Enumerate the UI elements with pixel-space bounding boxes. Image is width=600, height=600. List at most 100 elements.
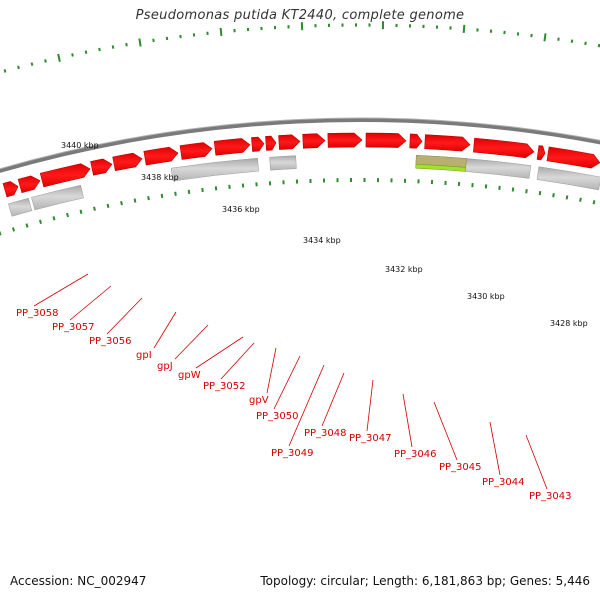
gene-arrow[interactable] [17,175,41,194]
gene-leader-line [321,372,345,427]
genome-summary-text: Topology: circular; Length: 6,181,863 bp… [260,574,590,588]
gene-leader-line [273,355,301,410]
gene-arrow[interactable] [143,146,179,166]
inner-tick-mark [187,189,191,194]
gene-label[interactable]: PP_3050 [256,411,299,422]
gene-track[interactable] [2,132,600,198]
inner-tick-mark [174,191,177,196]
gene-label[interactable]: PP_3058 [16,308,59,319]
gene-leader-line [366,379,374,432]
feature-band[interactable] [536,166,600,191]
inner-tick-mark [120,200,123,206]
feature-band[interactable] [269,155,297,171]
gene-arrow[interactable] [473,137,535,159]
gene-leader-line [106,297,143,335]
gene-leader-line [525,434,548,490]
gene-label[interactable]: PP_3057 [52,322,95,333]
inner-tick-mark [201,187,204,193]
inner-tick-mark [538,191,542,196]
feature-band[interactable] [464,158,532,179]
map-title: Pseudomonas putida KT2440, complete geno… [135,8,465,23]
gene-arrow[interactable] [112,152,143,172]
tick-mark [71,53,74,57]
gene-arrow[interactable] [536,145,546,161]
gene-label[interactable]: PP_3043 [529,491,572,502]
scale-label: 3430 kbp [467,292,505,301]
gene-arrow[interactable] [251,136,265,152]
gene-labels[interactable]: PP_3058 PP_3057 PP_3056 gpI gpJ gpWPP_3052gpV… [16,273,572,502]
scale-label: 3438 kbp [141,173,179,182]
inner-tick-mark [147,196,150,201]
tick-mark [543,33,547,42]
tick-mark [597,43,600,48]
gene-label[interactable]: PP_3045 [439,462,482,473]
tick-mark [584,41,587,46]
gene-leader-line [195,336,244,369]
tick-mark [57,53,61,62]
tick-mark [3,69,7,73]
gene-label[interactable]: gpV [249,395,269,406]
gene-label[interactable]: PP_3056 [89,336,132,347]
tick-mark [98,47,101,52]
gene-arrow[interactable] [546,146,600,169]
gene-arrow[interactable] [213,138,251,156]
gene-leader-line [33,273,89,307]
gene-label[interactable]: PP_3052 [203,381,246,392]
feature-band[interactable] [31,184,84,211]
gene-label[interactable]: gpI [136,350,152,361]
backbone-highlight [0,117,600,170]
genome-backbone [0,118,600,173]
accession-text: Accession: NC_002947 [10,574,147,588]
tick-mark [30,62,34,66]
tick-mark [219,27,223,37]
tick-track [0,21,600,236]
inner-tick-mark [592,200,596,205]
gene-leader-line [433,401,458,461]
gene-arrow[interactable] [327,132,363,148]
inner-tick-mark [552,193,555,198]
tick-mark [44,59,47,63]
inner-tick-mark [79,209,83,214]
gene-arrow[interactable] [365,132,407,148]
backbone-track [0,117,600,173]
gene-arrow[interactable] [278,134,301,150]
inner-tick-mark [93,206,96,211]
gene-leader-line [174,324,209,360]
gene-arrow[interactable] [302,133,326,149]
feature-band[interactable] [8,197,33,217]
gene-label[interactable]: PP_3047 [349,433,392,444]
gene-label[interactable]: PP_3049 [271,448,314,459]
scale-label: 3434 kbp [303,236,341,245]
inner-tick-mark [160,193,164,199]
gene-arrow[interactable] [424,134,471,152]
gene-leader-line [489,421,501,476]
scale-label: 3428 kbp [550,319,588,328]
gene-label[interactable]: PP_3048 [304,428,347,439]
inner-tick-mark [66,212,69,218]
feature-band[interactable] [170,157,259,182]
gene-leader-line [288,364,325,447]
tick-mark [462,24,466,33]
feature-band-highlight[interactable] [415,163,467,172]
gene-arrow[interactable] [409,133,423,149]
gene-label[interactable]: PP_3046 [394,449,437,460]
tick-mark [17,65,20,70]
gene-arrow[interactable] [2,181,19,198]
inner-tick-mark [106,203,110,209]
gene-arrow[interactable] [90,158,113,176]
tick-mark [125,42,128,47]
inner-tick-mark [25,223,29,228]
gene-label[interactable]: PP_3044 [482,477,525,488]
tick-mark [84,50,88,54]
feature-track[interactable] [8,154,600,217]
gene-arrow[interactable] [179,142,213,160]
gene-label[interactable]: gpW [178,370,201,381]
inner-tick-mark [52,216,56,221]
inner-tick-mark [579,197,582,202]
gene-arrow[interactable] [39,163,91,188]
inner-tick-mark [11,227,16,232]
gene-arrow[interactable] [265,135,277,151]
gene-label[interactable]: gpJ [157,361,173,372]
scale-labels: 3440 kbp 3438 kbp 3436 kbp 3434 kbp 3432 kbp… [61,141,588,328]
